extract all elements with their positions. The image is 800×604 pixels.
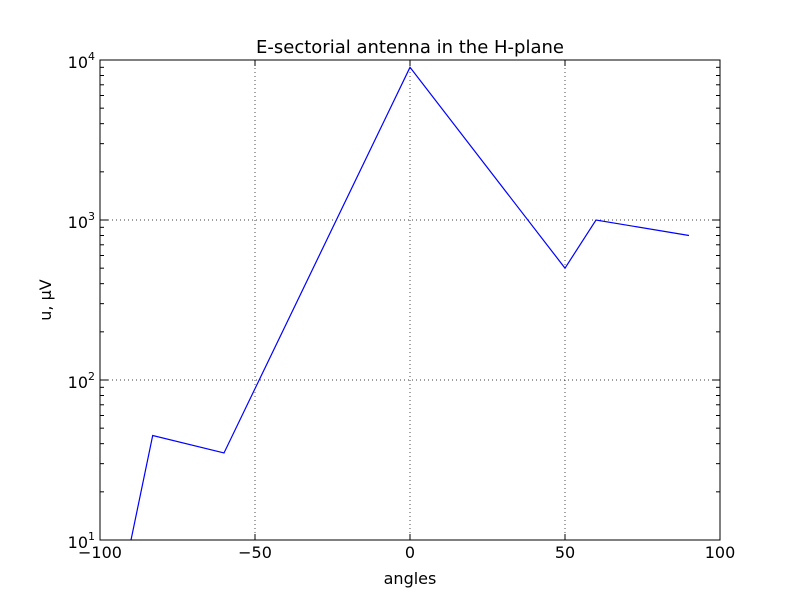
y-axis-label: u, μV bbox=[36, 279, 55, 320]
x-tick-label: 100 bbox=[705, 543, 736, 562]
series-line bbox=[130, 66, 690, 541]
y-tick-label-exponent: 1 bbox=[88, 530, 95, 543]
y-tick-label: 101 bbox=[68, 530, 95, 552]
y-tick-label-exponent: 2 bbox=[88, 370, 95, 383]
y-tick-label-exponent: 3 bbox=[88, 210, 95, 223]
grid-lines bbox=[100, 60, 720, 540]
series-layer bbox=[130, 66, 690, 541]
x-tick-label: −50 bbox=[238, 543, 272, 562]
y-tick-label: 102 bbox=[68, 370, 95, 392]
y-tick-label: 104 bbox=[68, 50, 95, 72]
y-tick-label-base: 10 bbox=[68, 373, 88, 392]
x-tick-label: 50 bbox=[555, 543, 575, 562]
x-tick-label: 0 bbox=[405, 543, 415, 562]
x-axis-label: angles bbox=[384, 569, 437, 588]
y-tick-label-base: 10 bbox=[68, 213, 88, 232]
chart-title: E-sectorial antenna in the H-plane bbox=[256, 37, 564, 58]
y-tick-label-base: 10 bbox=[68, 533, 88, 552]
x-tick-label: −100 bbox=[78, 543, 122, 562]
y-tick-label: 103 bbox=[68, 210, 95, 232]
y-tick-label-base: 10 bbox=[68, 53, 88, 72]
y-tick-label-exponent: 4 bbox=[88, 50, 95, 63]
